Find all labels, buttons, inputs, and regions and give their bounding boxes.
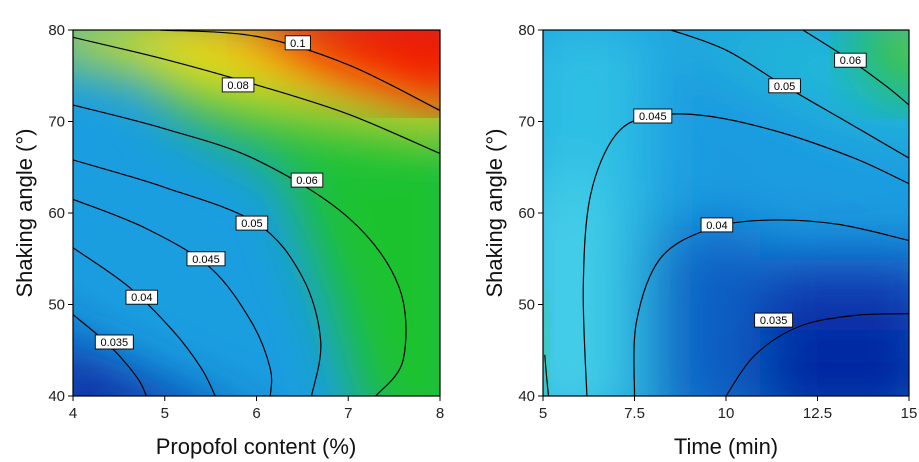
left-y-axis-label: Shaking angle (°) [12, 128, 37, 297]
y-tick-label: 60 [518, 205, 535, 222]
right-heatmap-surface [543, 30, 909, 396]
contour-label: 0.045 [639, 111, 667, 123]
right-y-ticks: 40 50 60 70 80 [518, 22, 543, 405]
contour-label-box [284, 35, 311, 51]
contour-line-0.035 [725, 313, 909, 396]
left-heatmap-surface [73, 30, 440, 396]
contour-label-box [94, 334, 134, 350]
x-tick-label: 7.5 [624, 405, 645, 422]
contour-label: 0.05 [774, 81, 795, 93]
contour-label-box [290, 172, 324, 188]
left-contour-labels: 0.035 0.04 0.045 0.05 0.06 0.08 0.1 [94, 35, 324, 350]
x-tick-label: 12.5 [803, 405, 832, 422]
contour-label: 0.035 [101, 337, 129, 349]
y-tick-label: 70 [48, 114, 65, 131]
left-x-ticks: 4 5 6 7 8 [69, 396, 444, 422]
y-tick-label: 80 [48, 22, 65, 39]
right-x-ticks: 5 7.5 10 12.5 15 [539, 396, 918, 422]
x-tick-label: 5 [161, 405, 169, 422]
x-tick-label: 7 [344, 405, 352, 422]
x-tick-label: 8 [436, 405, 444, 422]
right-x-axis-label: Time (min) [674, 434, 778, 459]
contour-line-0.05 [73, 159, 322, 396]
contour-label: 0.06 [840, 55, 861, 67]
x-tick-label: 5 [539, 405, 547, 422]
y-tick-label: 80 [518, 22, 535, 39]
contour-label: 0.08 [227, 80, 248, 92]
contour-line-0.06 [73, 104, 407, 396]
contour-label: 0.045 [192, 254, 220, 266]
x-tick-label: 6 [252, 405, 260, 422]
contour-line-edge [544, 354, 550, 396]
contour-line-0.06 [802, 30, 909, 106]
x-tick-label: 15 [901, 405, 918, 422]
right-contour-panel: 0.035 0.04 0.045 0.05 0.06 5 7.5 10 12.5 15 40 50… [482, 22, 918, 459]
right-contour-labels: 0.035 0.04 0.045 0.05 0.06 [633, 52, 867, 328]
contour-label-box [834, 52, 867, 68]
y-tick-label: 50 [518, 297, 535, 314]
contour-line-0.04 [73, 247, 216, 396]
contour-line-0.08 [73, 36, 440, 155]
y-tick-label: 70 [518, 114, 535, 131]
contour-label-box [221, 77, 255, 93]
contour-label-box [754, 312, 794, 328]
left-contour-panel: 0.035 0.04 0.045 0.05 0.06 0.08 0.1 4 5 6 7 8 40 50… [12, 22, 444, 459]
x-tick-label: 4 [69, 405, 77, 422]
contour-label: 0.04 [131, 292, 152, 304]
contour-label: 0.04 [706, 220, 727, 232]
x-tick-label: 10 [718, 405, 735, 422]
right-y-axis-label: Shaking angle (°) [482, 128, 507, 297]
contour-label: 0.035 [760, 315, 788, 327]
contour-label-box [633, 108, 673, 124]
contour-label: 0.05 [241, 218, 262, 230]
left-x-axis-label: Propofol content (%) [156, 434, 357, 459]
contour-label: 0.1 [290, 38, 305, 50]
contour-line-0.045 [73, 198, 273, 396]
left-contour-lines [73, 30, 440, 396]
contour-label-box [700, 217, 734, 233]
contour-line-0.035 [73, 314, 147, 396]
left-y-ticks: 40 50 60 70 80 [48, 22, 73, 405]
y-tick-label: 50 [48, 297, 65, 314]
contour-label-box [125, 289, 159, 305]
y-tick-label: 40 [518, 388, 535, 405]
contour-label-box [235, 215, 269, 231]
contour-label-box [186, 251, 226, 267]
contour-label: 0.06 [296, 175, 317, 187]
y-tick-label: 40 [48, 388, 65, 405]
contour-label-box [768, 78, 801, 94]
y-tick-label: 60 [48, 205, 65, 222]
